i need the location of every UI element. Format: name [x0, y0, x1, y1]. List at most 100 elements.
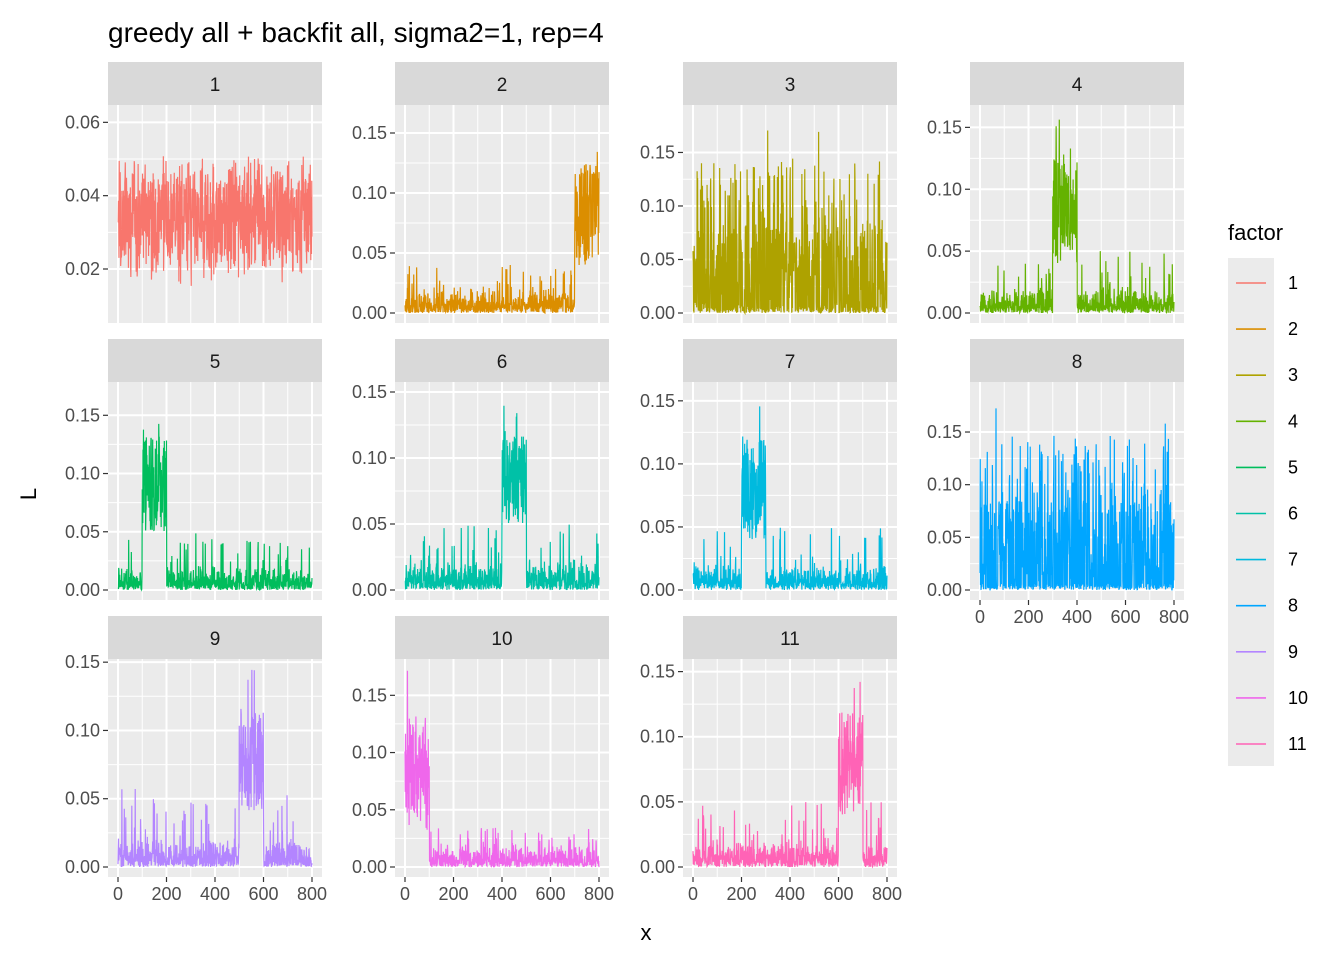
- y-tick-label: 0.05: [352, 243, 387, 263]
- series-line-1: [117, 156, 313, 286]
- y-tick-label: 0.00: [65, 857, 100, 877]
- y-tick-label: 0.15: [927, 117, 962, 137]
- series-line-5: [117, 423, 313, 592]
- series-line-8: [979, 408, 1175, 591]
- y-tick-label: 0.10: [927, 179, 962, 199]
- facet-strip-label: 5: [210, 352, 221, 373]
- legend-entry-6: 6: [1236, 504, 1298, 524]
- y-tick-label: 0.15: [65, 405, 100, 425]
- x-axis-title: x: [641, 920, 652, 945]
- x-tick-label: 400: [1062, 607, 1092, 627]
- x-tick-label: 600: [535, 884, 565, 904]
- y-tick-label: 0.05: [640, 249, 675, 269]
- y-tick-label: 0.05: [352, 514, 387, 534]
- y-tick-label: 0.06: [65, 112, 100, 132]
- legend-label: 10: [1288, 688, 1308, 708]
- facet-strip-label: 8: [1072, 352, 1083, 373]
- y-tick-label: 0.04: [65, 186, 100, 206]
- facet-strip-label: 3: [785, 75, 796, 96]
- x-tick-label: 600: [1110, 607, 1140, 627]
- x-tick-label: 200: [726, 884, 756, 904]
- legend-label: 3: [1288, 365, 1298, 385]
- x-tick-label: 200: [151, 884, 181, 904]
- y-tick-label: 0.00: [65, 580, 100, 600]
- legend-entry-7: 7: [1236, 550, 1298, 570]
- facet-panel-8: 8 0.00 0.05 0.10 0.15 0 200 400 600 800: [927, 339, 1189, 627]
- series-line-11: [692, 681, 888, 869]
- facet-strip-label: 1: [210, 75, 221, 96]
- y-tick-label: 0.00: [352, 303, 387, 323]
- x-tick-label: 200: [1013, 607, 1043, 627]
- y-tick-label: 0.10: [640, 727, 675, 747]
- y-tick-label: 0.10: [927, 475, 962, 495]
- y-tick-label: 0.05: [65, 789, 100, 809]
- series-line-9: [117, 669, 313, 868]
- facet-strip: [970, 62, 1184, 105]
- y-tick-label: 0.05: [927, 527, 962, 547]
- x-tick-label: 0: [113, 884, 123, 904]
- y-tick-label: 0.10: [65, 464, 100, 484]
- y-tick-label: 0.10: [640, 454, 675, 474]
- y-tick-label: 0.10: [352, 183, 387, 203]
- legend-label: 11: [1288, 734, 1307, 754]
- facet-panel-6: 6 0.00 0.05 0.10 0.15: [352, 339, 609, 600]
- facet-strip-label: 9: [210, 629, 221, 650]
- x-tick-label: 800: [872, 884, 902, 904]
- facets-layer: 1 0.02 0.04 0.06 2 0.00 0.05 0.10 0.15 3 0.00 0.05 0…: [65, 62, 1189, 904]
- y-tick-label: 0.15: [352, 382, 387, 402]
- y-tick-label: 0.00: [352, 580, 387, 600]
- facet-strip: [108, 339, 322, 382]
- y-tick-label: 0.05: [352, 800, 387, 820]
- series-line-4: [979, 119, 1175, 315]
- x-tick-label: 400: [200, 884, 230, 904]
- series-line-6: [404, 405, 600, 591]
- y-tick-label: 0.15: [640, 391, 675, 411]
- y-axis-title: L: [16, 488, 41, 500]
- y-tick-label: 0.00: [640, 857, 675, 877]
- legend-entry-1: 1: [1236, 273, 1298, 293]
- facet-panel-3: 3 0.00 0.05 0.10 0.15: [640, 62, 897, 323]
- legend-key-background: [1228, 258, 1274, 766]
- facet-strip-label: 4: [1072, 75, 1083, 96]
- legend-label: 8: [1288, 596, 1298, 616]
- y-tick-label: 0.15: [352, 685, 387, 705]
- facet-strip-label: 7: [785, 352, 796, 373]
- legend-label: 1: [1288, 273, 1298, 293]
- facet-strip: [108, 62, 322, 105]
- series-line-10: [404, 670, 600, 869]
- legend-entry-4: 4: [1236, 411, 1298, 431]
- x-tick-label: 800: [297, 884, 327, 904]
- legend-label: 9: [1288, 642, 1298, 662]
- y-tick-label: 0.10: [65, 720, 100, 740]
- y-tick-label: 0.15: [65, 652, 100, 672]
- facet-strip: [970, 339, 1184, 382]
- legend-label: 7: [1288, 550, 1298, 570]
- facet-panel-9: 9 0.00 0.05 0.10 0.15 0 200 400 600 800: [65, 616, 327, 904]
- y-tick-label: 0.00: [927, 580, 962, 600]
- y-tick-label: 0.00: [352, 857, 387, 877]
- y-tick-label: 0.10: [352, 448, 387, 468]
- facet-strip-label: 11: [780, 629, 800, 650]
- facet-panel-5: 5 0.00 0.05 0.10 0.15: [65, 339, 322, 600]
- x-tick-label: 200: [438, 884, 468, 904]
- y-tick-label: 0.10: [352, 743, 387, 763]
- legend-label: 2: [1288, 319, 1298, 339]
- facet-panel-1: 1 0.02 0.04 0.06: [65, 62, 322, 323]
- facet-strip: [683, 62, 897, 105]
- legend: factor 1 2 3 4 5 6 7 8 9 10 11: [1228, 220, 1308, 766]
- series-line-7: [692, 406, 888, 591]
- y-tick-label: 0.15: [927, 422, 962, 442]
- y-tick-label: 0.05: [640, 517, 675, 537]
- legend-title: factor: [1228, 220, 1283, 245]
- facet-panel-4: 4 0.00 0.05 0.10 0.15: [927, 62, 1184, 323]
- x-tick-label: 400: [487, 884, 517, 904]
- legend-entry-9: 9: [1236, 642, 1298, 662]
- x-tick-label: 800: [584, 884, 614, 904]
- legend-label: 5: [1288, 457, 1298, 477]
- legend-entries: 1 2 3 4 5 6 7 8 9 10 11: [1236, 273, 1308, 754]
- x-tick-label: 0: [975, 607, 985, 627]
- legend-entry-2: 2: [1236, 319, 1298, 339]
- y-tick-label: 0.00: [927, 303, 962, 323]
